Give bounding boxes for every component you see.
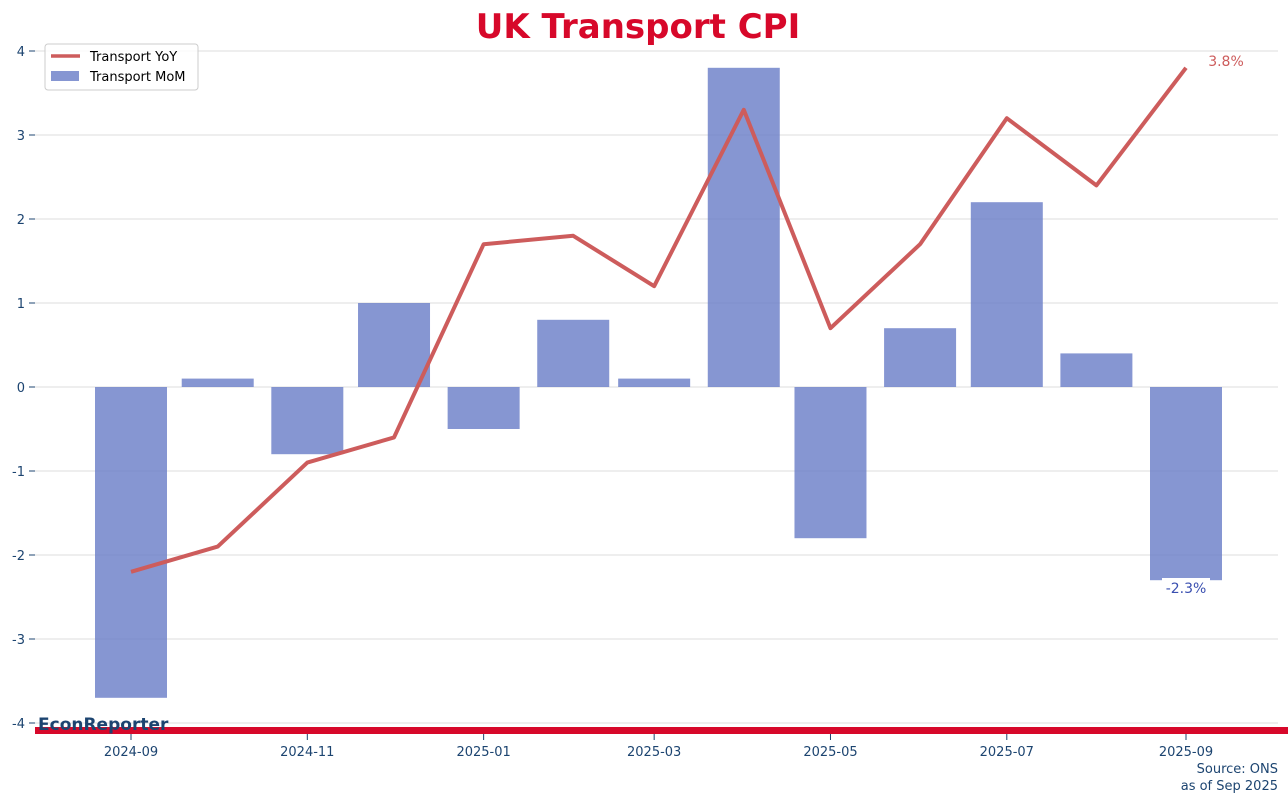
legend-label-yoy: Transport YoY <box>89 50 177 65</box>
bar-mom <box>181 378 254 387</box>
bar-mom <box>707 67 780 388</box>
y-tick-label: -1 <box>12 465 25 480</box>
legend-label-mom: Transport MoM <box>89 70 186 85</box>
bar-mom <box>358 303 431 387</box>
bar-mom <box>618 378 691 387</box>
legend: Transport YoY Transport MoM <box>44 43 199 91</box>
as-of-text: as of Sep 2025 <box>1181 779 1278 794</box>
line-yoy <box>130 66 1188 574</box>
bar-mom <box>970 202 1043 387</box>
x-tick-label: 2025-05 <box>803 745 857 760</box>
bar-mom <box>95 387 167 698</box>
brand-logo: EconReporter <box>38 715 169 735</box>
annotation-yoy: 3.8% <box>1208 54 1244 70</box>
x-tick-label: 2025-07 <box>980 745 1034 760</box>
bar-mom <box>537 319 610 387</box>
y-tick-label: -4 <box>12 717 25 732</box>
x-tick-label: 2024-11 <box>280 745 334 760</box>
y-tick-label: 2 <box>17 213 25 228</box>
x-tick-label: 2025-09 <box>1159 745 1213 760</box>
x-tick-label: 2025-03 <box>627 745 681 760</box>
bar-mom <box>884 328 957 387</box>
x-tick-label: 2024-09 <box>104 745 158 760</box>
bar-mom <box>447 387 520 429</box>
y-tick-label: 0 <box>17 381 25 396</box>
y-tick-label: 3 <box>17 129 25 144</box>
y-tick-label: 4 <box>17 45 25 60</box>
x-tick-label: 2025-01 <box>456 745 510 760</box>
annotation-bg <box>1162 578 1210 596</box>
bar-mom <box>1060 353 1133 387</box>
chart-title: UK Transport CPI <box>476 7 800 47</box>
bar-mom <box>1150 387 1222 581</box>
source-text: Source: ONS <box>1197 762 1278 777</box>
legend-bar-swatch <box>51 71 79 81</box>
bar-mom <box>271 387 344 455</box>
y-tick-label: 1 <box>17 297 25 312</box>
annotation-mom: -2.3% <box>1166 581 1207 597</box>
bar-mom <box>794 387 867 539</box>
y-tick-label: -2 <box>12 549 25 564</box>
brand-bar <box>35 727 1288 734</box>
y-tick-label: -3 <box>12 633 25 648</box>
annotation-bg <box>1204 52 1248 70</box>
